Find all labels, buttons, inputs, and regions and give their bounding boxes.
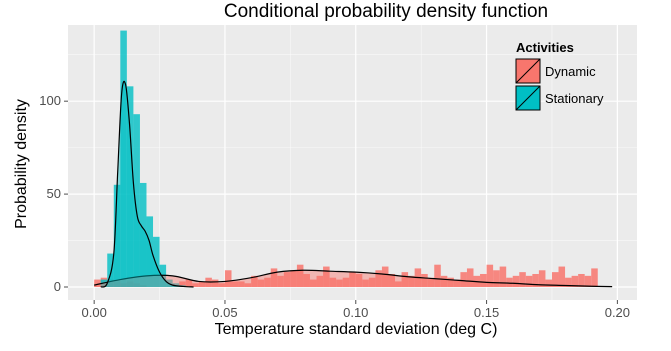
dynamic-bar xyxy=(309,279,317,287)
dynamic-bar xyxy=(231,281,239,287)
dynamic-bar xyxy=(493,270,500,287)
dynamic-bar xyxy=(224,270,232,287)
density-curves xyxy=(94,80,613,288)
legend: Activities Dynamic Stationary xyxy=(515,40,604,111)
dynamic-bar xyxy=(499,266,507,287)
dynamic-bar xyxy=(336,279,343,287)
dynamic-bar xyxy=(218,283,225,287)
dynamic-bar xyxy=(388,273,396,287)
dynamic-bar xyxy=(375,270,382,287)
chart-title: Conditional probability density function xyxy=(224,1,548,22)
dynamic-bar xyxy=(434,264,441,287)
dynamic-bar xyxy=(480,273,487,287)
plot-panel xyxy=(68,25,637,300)
stationary-bar xyxy=(113,184,121,287)
dynamic-bar xyxy=(401,272,409,287)
dynamic-bar xyxy=(571,275,579,287)
dynamic-bar xyxy=(323,266,330,287)
dynamic-bar xyxy=(512,275,520,287)
stationary-bar xyxy=(139,182,147,287)
dynamic-bar xyxy=(251,275,258,287)
dynamic-bar xyxy=(198,281,206,287)
stationary-bar xyxy=(153,236,160,287)
legend-label-dynamic: Dynamic xyxy=(545,64,596,79)
y-tick-label: 100 xyxy=(39,93,61,108)
density-line-stationary xyxy=(100,80,194,288)
x-axis-ticks: 0.00 0.05 0.10 0.15 0.20 xyxy=(82,300,630,320)
x-tick-label: 0.00 xyxy=(82,305,107,320)
x-axis-label: Temperature standard deviation (deg C) xyxy=(215,321,498,338)
legend-swatch-line-dynamic xyxy=(515,58,541,84)
dynamic-bar xyxy=(453,279,461,287)
density-fill-stationary xyxy=(100,81,194,288)
dynamic-bar xyxy=(565,277,572,287)
dynamic-bar xyxy=(558,266,566,287)
x-tick-label: 0.10 xyxy=(343,305,368,320)
gridlines xyxy=(68,25,637,300)
dynamic-bar xyxy=(296,264,304,287)
dynamic-bar xyxy=(185,279,193,287)
dynamic-bar xyxy=(277,275,284,287)
dynamic-histogram xyxy=(94,264,598,287)
stationary-bar xyxy=(146,216,154,287)
legend-swatch-line-stationary xyxy=(515,85,541,111)
stationary-bar xyxy=(126,86,134,287)
dynamic-bar xyxy=(408,275,415,287)
density-line-dynamic xyxy=(94,269,613,288)
dynamic-bar xyxy=(591,268,598,287)
dynamic-bar xyxy=(578,273,585,287)
dynamic-bar xyxy=(440,275,448,287)
stationary-bar xyxy=(120,30,127,287)
dynamic-bar xyxy=(316,275,324,287)
dynamic-bar xyxy=(532,273,539,287)
legend-label-stationary: Stationary xyxy=(545,91,604,106)
dynamic-bar xyxy=(427,277,435,287)
x-tick-label: 0.15 xyxy=(474,305,499,320)
y-axis-label: Probability density xyxy=(13,99,30,229)
dynamic-bar xyxy=(355,273,363,287)
dynamic-bar xyxy=(94,279,101,287)
y-axis-ticks: 0 50 100 xyxy=(39,93,68,294)
density-fill-dynamic xyxy=(94,270,613,287)
dynamic-bar xyxy=(381,266,389,287)
dynamic-bar xyxy=(211,279,219,287)
dynamic-bar xyxy=(264,277,271,287)
dynamic-bar xyxy=(368,277,376,287)
dynamic-bar xyxy=(460,272,467,287)
y-tick-label: 50 xyxy=(47,186,61,201)
dynamic-bar xyxy=(525,275,533,287)
stationary-bar xyxy=(107,253,114,287)
dynamic-bar xyxy=(545,279,552,287)
dynamic-bar xyxy=(486,264,494,287)
legend-title: Activities xyxy=(516,40,574,55)
dynamic-bar xyxy=(329,277,337,287)
dynamic-bar xyxy=(349,272,356,287)
dynamic-bar xyxy=(303,273,310,287)
x-tick-label: 0.05 xyxy=(212,305,237,320)
dynamic-bar xyxy=(584,275,592,287)
dynamic-bar xyxy=(244,283,252,287)
dynamic-bar xyxy=(447,277,454,287)
dynamic-bar xyxy=(362,279,369,287)
stationary-bar xyxy=(133,114,140,287)
dynamic-bar xyxy=(290,270,297,287)
dynamic-bar xyxy=(283,272,291,287)
dynamic-bar xyxy=(551,272,559,287)
dynamic-bar xyxy=(506,277,513,287)
stationary-bar xyxy=(172,283,180,287)
y-tick-label: 0 xyxy=(54,279,61,294)
dynamic-bar xyxy=(342,277,350,287)
x-tick-label: 0.20 xyxy=(605,305,630,320)
dynamic-bar xyxy=(421,273,428,287)
dynamic-bar xyxy=(538,270,546,287)
dynamic-bar xyxy=(179,281,186,287)
dynamic-bar xyxy=(192,283,199,287)
dynamic-bar xyxy=(257,279,265,287)
dynamic-bar xyxy=(395,281,402,287)
dynamic-bar xyxy=(270,268,278,287)
dynamic-bar xyxy=(238,281,245,287)
dynamic-bar xyxy=(466,268,474,287)
dynamic-bar xyxy=(519,272,526,287)
